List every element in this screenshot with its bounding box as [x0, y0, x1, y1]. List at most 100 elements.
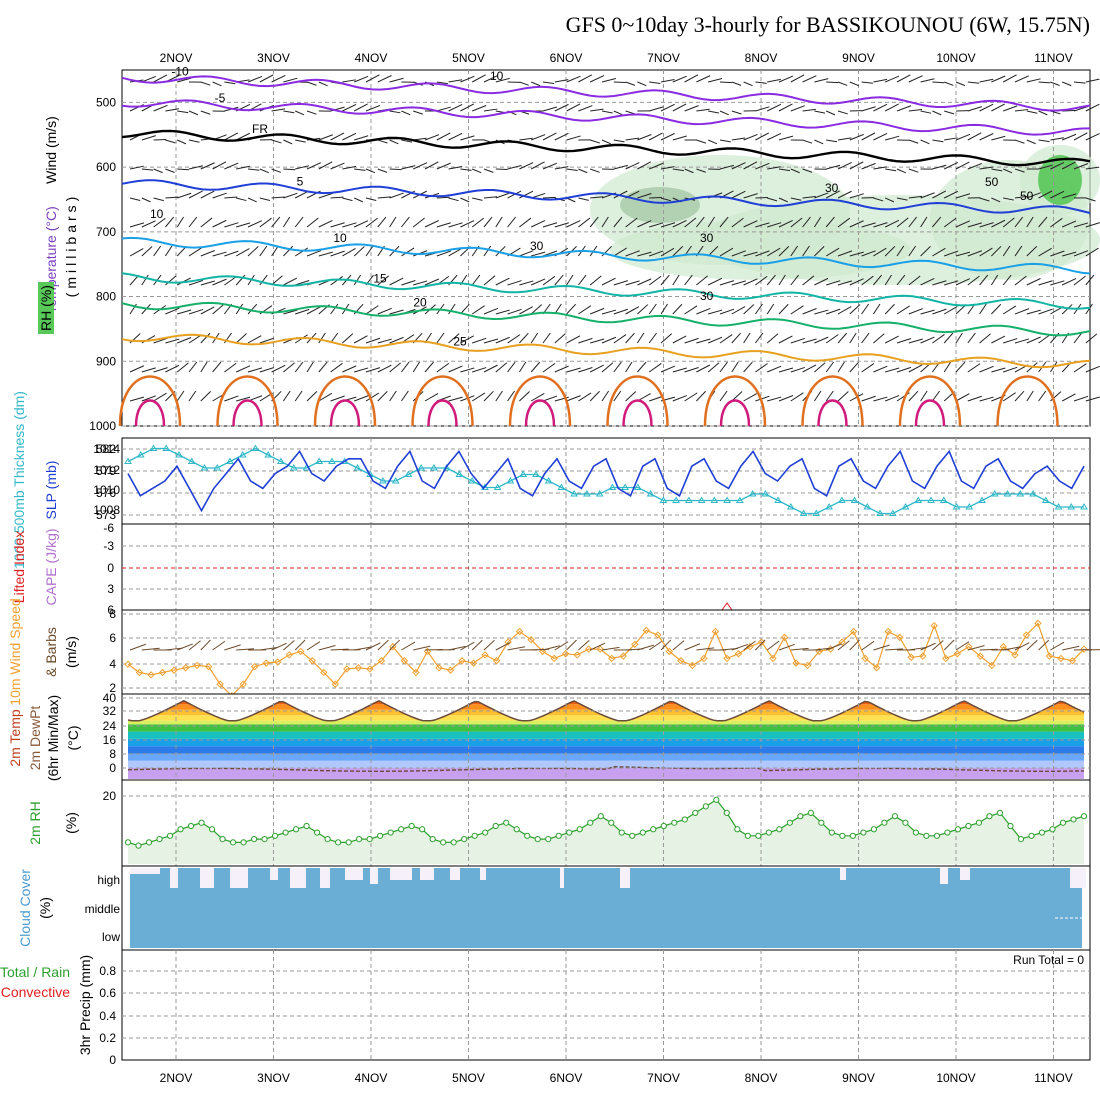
wind-barb: [330, 196, 344, 199]
rh-point: [576, 826, 583, 833]
date-label-top: 6NOV: [550, 51, 583, 65]
wind-barb: [696, 307, 711, 315]
wind-barb: [507, 334, 521, 344]
ylabel-precip: 3hr Precip (mm): [77, 955, 93, 1055]
rh-point: [513, 826, 520, 833]
wind-barb: [885, 367, 900, 373]
rh-point: [219, 835, 226, 843]
wind-barb: [589, 364, 604, 373]
wind-barb: [613, 361, 622, 373]
wind-barb: [342, 103, 357, 112]
wind-barb: [589, 216, 599, 228]
wind-barb: [825, 334, 839, 344]
isotherm-arch: [898, 375, 962, 427]
date-label-bottom: 11NOV: [1034, 1071, 1072, 1085]
wind-barb: [731, 217, 744, 228]
wind-barb: [365, 367, 381, 373]
wind-barb: [649, 196, 662, 199]
wind-speed-point: [872, 664, 881, 672]
wind-barb: [672, 335, 687, 344]
rh-contour-label: 50: [985, 175, 999, 189]
wind-barb: [566, 303, 577, 315]
wind-barb: [483, 196, 498, 199]
wind-barb: [1038, 110, 1048, 116]
wind-barb: [778, 219, 793, 228]
wind-barb: [825, 190, 840, 199]
wind-barb: [873, 197, 884, 202]
wind-barb: [342, 132, 357, 141]
wind-barb: [247, 220, 262, 228]
rh-point: [849, 832, 856, 839]
wind-barb: [743, 161, 758, 170]
thickness-point: [506, 477, 515, 484]
wind-barb: [731, 361, 739, 373]
wind-barb: [460, 220, 475, 228]
wind-barb: [672, 75, 687, 83]
isotherm-arch: [216, 375, 279, 427]
wind-barb: [861, 162, 876, 170]
ylabel-minmax: (6hr Min/Max): [45, 695, 61, 781]
rh-contour-label: 30: [530, 239, 544, 253]
wind-barb: [330, 303, 339, 315]
wind-barb: [495, 309, 510, 315]
wind-barb: [424, 392, 439, 402]
dewpoint-line: [127, 765, 1085, 772]
wind-barb: [554, 222, 569, 228]
wind-barb: [271, 364, 286, 373]
wind-barb: [1085, 247, 1099, 257]
wind-barb: [129, 248, 144, 257]
thickness-point: [825, 503, 833, 510]
wind-barb: [283, 309, 298, 315]
wind-barb: [224, 362, 237, 373]
wind-barb: [176, 390, 185, 402]
wind-barb: [1073, 332, 1083, 344]
wind-barb: [165, 196, 179, 199]
wind-barb: [306, 217, 319, 228]
wind-barb: [814, 139, 824, 145]
rh-point: [208, 826, 216, 833]
slp-ylabels: 1000-500mb Thickness (dm) SLP (mb): [11, 391, 59, 569]
wind-speed-point: [389, 643, 397, 651]
wind-barb-10m: [932, 640, 944, 651]
wind-barb-10m: [330, 648, 349, 651]
wind-barb: [283, 110, 295, 114]
li-tick: 3: [107, 582, 114, 596]
wind-barb-10m: [413, 645, 431, 651]
isotherm-line: [121, 301, 1091, 337]
thickness-point: [519, 470, 528, 477]
wind-barb: [519, 190, 534, 199]
wind-barb-10m: [542, 645, 560, 651]
wind-barb: [353, 220, 369, 228]
wind-barb: [294, 390, 303, 402]
wind-barb: [542, 222, 558, 228]
wind-barb: [849, 278, 864, 286]
wind-barb: [165, 338, 180, 344]
thickness-point: [1016, 490, 1025, 497]
wind-barb: [294, 361, 304, 373]
wind-barb: [684, 217, 697, 228]
wind-barb: [531, 134, 546, 141]
wind-barb: [212, 251, 227, 257]
wind-barb: [530, 393, 545, 402]
date-label-bottom: 2NOV: [160, 1071, 193, 1085]
wind-barb: [1050, 137, 1064, 141]
wind-barb: [212, 361, 222, 373]
wind-barb: [884, 197, 895, 203]
wind-barb: [637, 304, 649, 315]
rh-point: [860, 829, 867, 836]
wind-barb: [601, 390, 610, 402]
thickness-point: [786, 503, 795, 510]
cloud-gap: [940, 868, 948, 884]
rh-point: [440, 839, 447, 846]
wind-barb: [460, 168, 472, 171]
wind-barb: [991, 335, 1006, 344]
rh-point: [1049, 826, 1056, 833]
rh-point: [944, 829, 951, 836]
wind-barb: [578, 392, 592, 402]
wind-barb: [755, 162, 770, 170]
wind-barb: [684, 305, 698, 315]
wind-barb: [295, 308, 310, 315]
wind-barb: [873, 103, 888, 112]
wind-barb: [861, 363, 875, 373]
isotherm-arch: [411, 375, 474, 427]
